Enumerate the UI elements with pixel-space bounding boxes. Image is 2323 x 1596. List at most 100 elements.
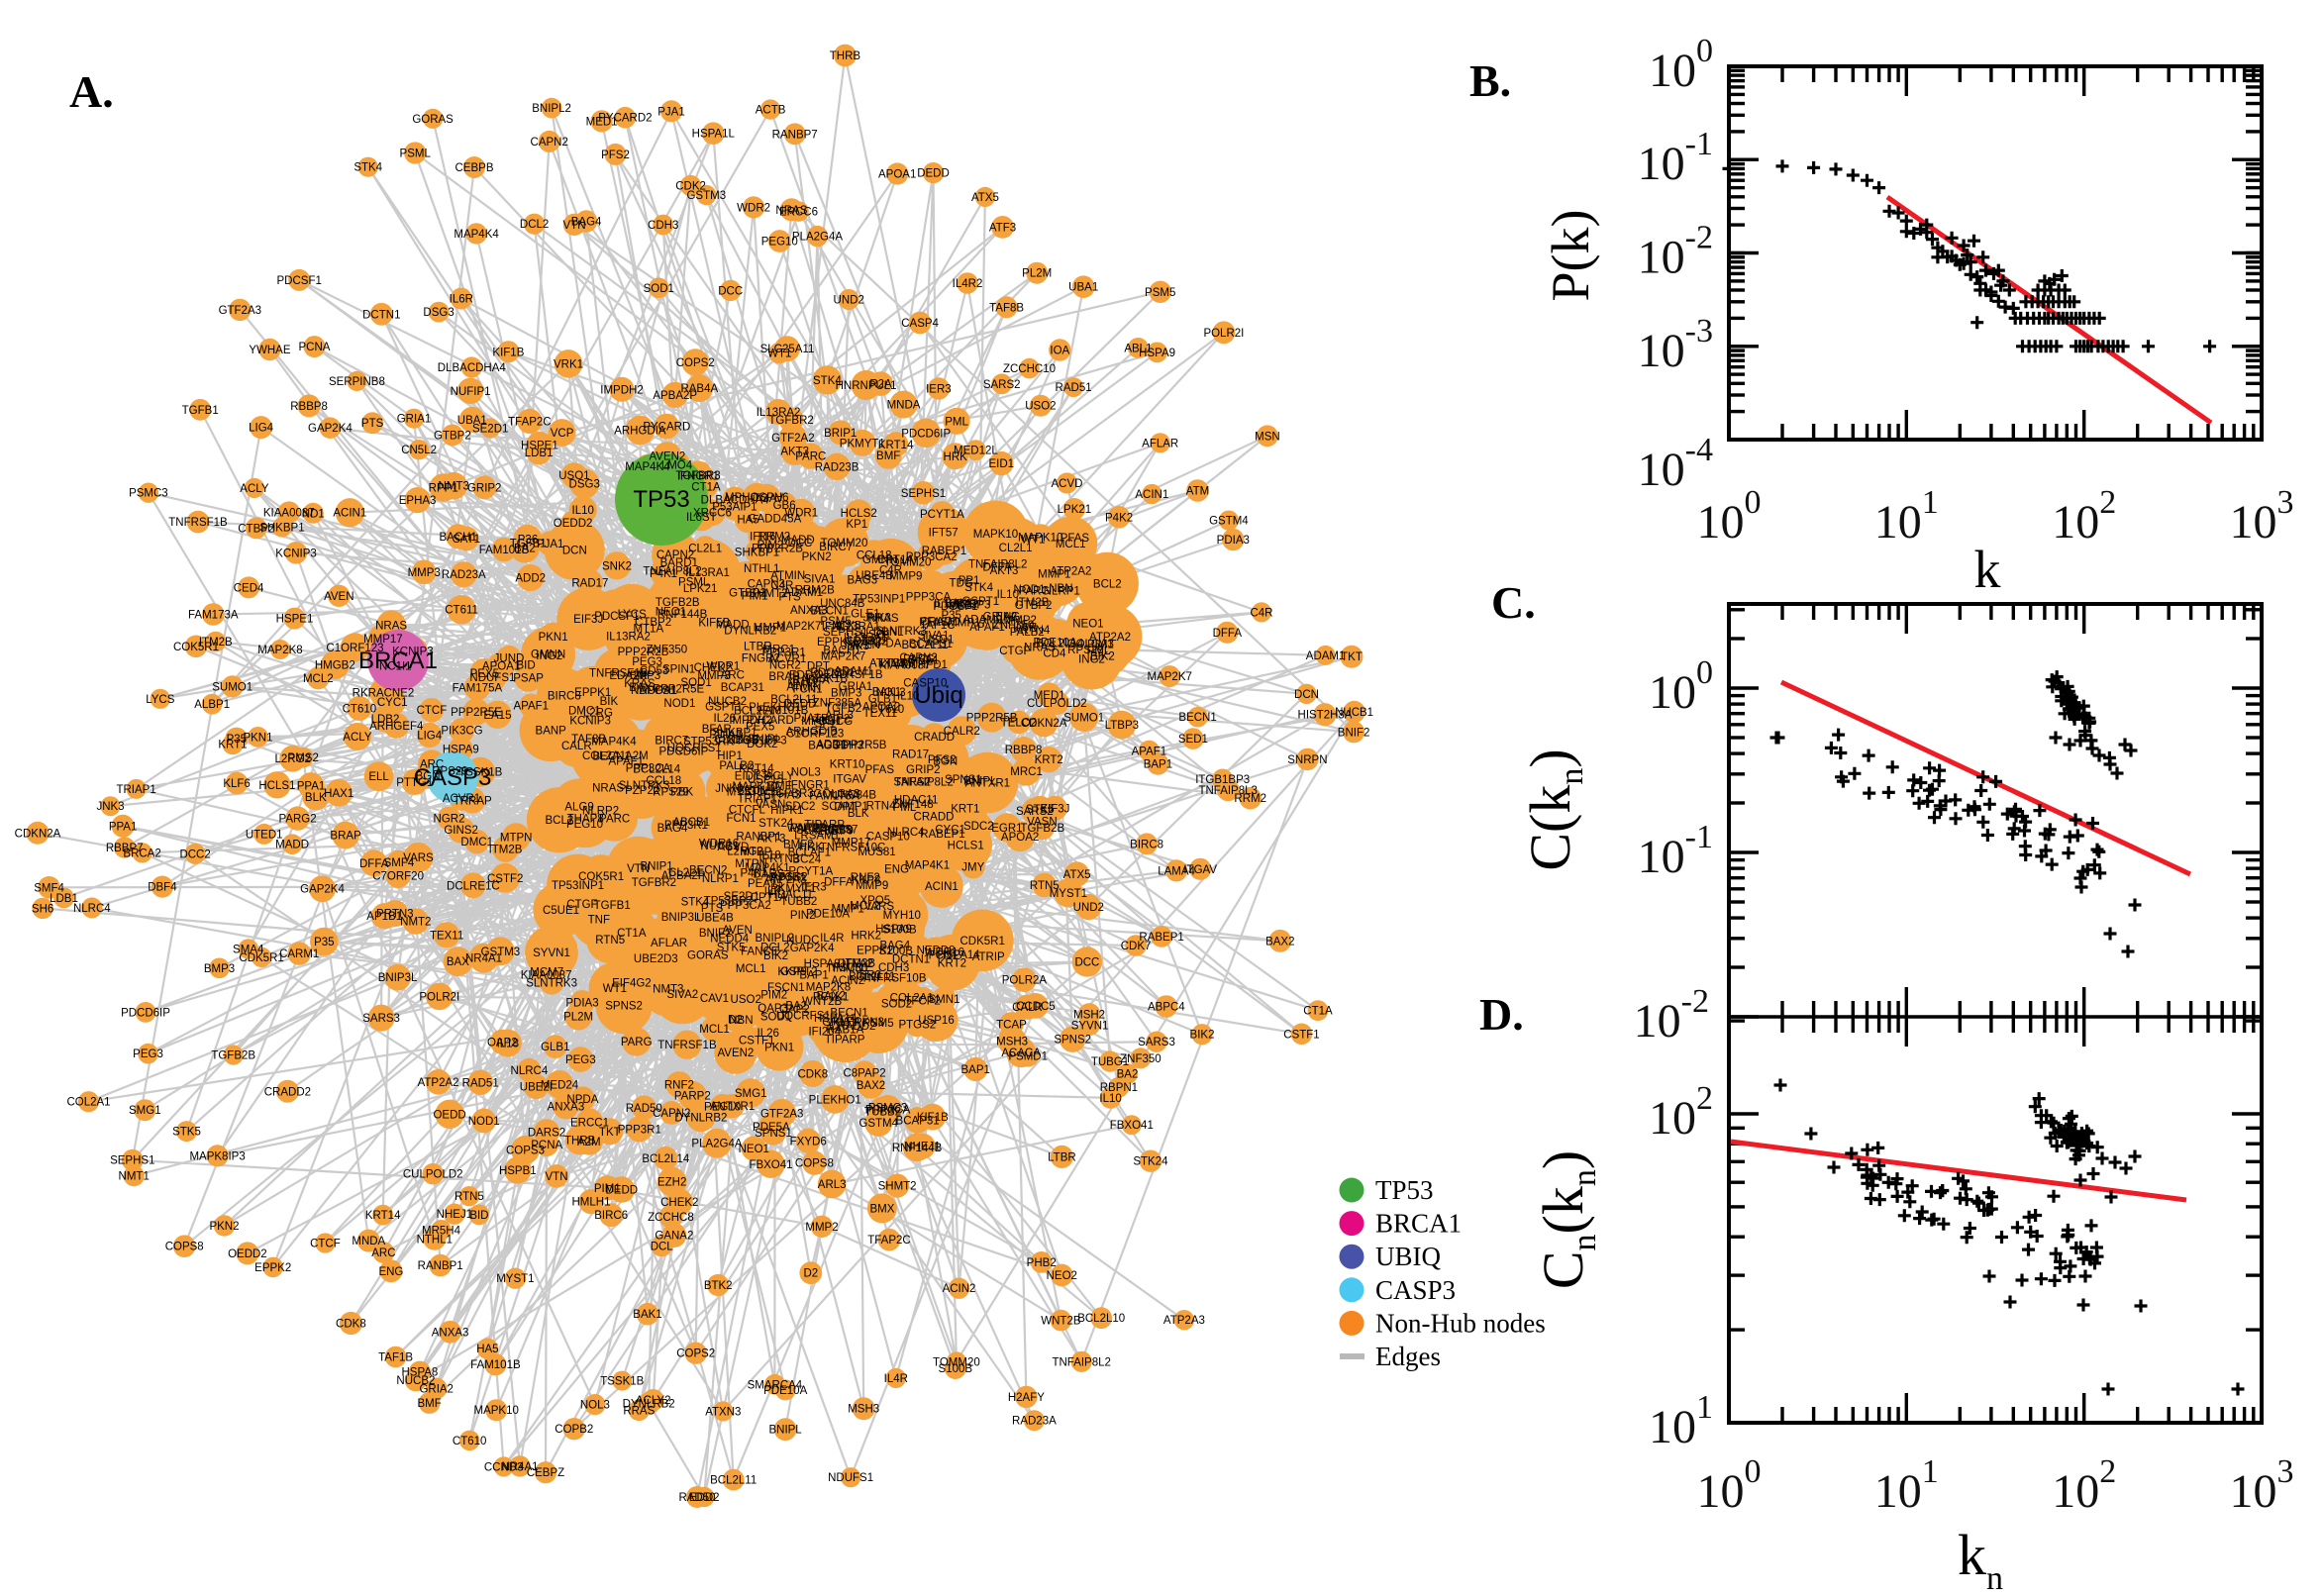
svg-text:PIK3CG: PIK3CG xyxy=(811,716,853,728)
svg-text:CDK5R1: CDK5R1 xyxy=(239,952,283,964)
svg-text:RTN5: RTN5 xyxy=(595,935,625,947)
svg-text:MADD: MADD xyxy=(275,840,309,851)
svg-text:APOA1: APOA1 xyxy=(878,169,916,181)
svg-text:CDC14B: CDC14B xyxy=(715,735,760,747)
svg-text:ARHGDIB: ARHGDIB xyxy=(786,726,839,738)
svg-text:PPA1: PPA1 xyxy=(297,780,326,792)
svg-text:PSML: PSML xyxy=(678,576,710,588)
svg-text:BCL2L11: BCL2L11 xyxy=(710,1475,757,1487)
svg-text:JNK3: JNK3 xyxy=(96,801,124,813)
svg-text:SDC2: SDC2 xyxy=(963,821,994,833)
svg-text:PARC: PARC xyxy=(599,814,630,826)
svg-text:LMO4: LMO4 xyxy=(661,459,693,471)
svg-text:CTBP2: CTBP2 xyxy=(635,617,671,629)
svg-text:RTN5: RTN5 xyxy=(1030,880,1060,892)
svg-text:CT1A: CT1A xyxy=(1303,1006,1333,1018)
svg-text:ATP2A2: ATP2A2 xyxy=(1089,632,1131,644)
svg-text:NEO1: NEO1 xyxy=(739,1144,769,1155)
svg-text:ARL3: ARL3 xyxy=(825,710,854,722)
svg-text:EPHA3: EPHA3 xyxy=(399,495,437,507)
svg-text:GRIP2: GRIP2 xyxy=(906,764,941,776)
svg-text:NOL3: NOL3 xyxy=(580,1400,610,1412)
svg-text:PKN2: PKN2 xyxy=(802,551,832,563)
svg-text:NHEJ1: NHEJ1 xyxy=(437,1209,472,1221)
svg-text:ZNF350: ZNF350 xyxy=(647,644,688,655)
svg-text:CTCF: CTCF xyxy=(417,705,448,717)
svg-text:PDE5A: PDE5A xyxy=(753,1122,790,1134)
svg-text:SOD1: SOD1 xyxy=(760,1011,791,1023)
svg-text:SARS3: SARS3 xyxy=(362,1013,400,1025)
svg-text:NMT2: NMT2 xyxy=(787,678,818,690)
svg-text:WNT2B: WNT2B xyxy=(1041,1316,1081,1328)
svg-text:PSM5: PSM5 xyxy=(1145,287,1175,299)
svg-text:SHMT2: SHMT2 xyxy=(878,1181,917,1193)
svg-text:MF1: MF1 xyxy=(949,600,971,612)
svg-text:ANXA3: ANXA3 xyxy=(432,1327,469,1339)
svg-text:JNK3: JNK3 xyxy=(715,783,743,795)
svg-text:PFAS: PFAS xyxy=(919,617,949,629)
svg-text:ADAM1: ADAM1 xyxy=(783,587,823,599)
svg-text:DPT: DPT xyxy=(834,802,857,814)
svg-text:PDIA3: PDIA3 xyxy=(565,998,598,1010)
svg-text:RAB4A: RAB4A xyxy=(792,674,830,686)
svg-text:BNIPL2: BNIPL2 xyxy=(532,103,571,115)
svg-text:MNDA: MNDA xyxy=(887,400,921,412)
svg-text:MADD: MADD xyxy=(716,620,750,632)
svg-text:RTN5: RTN5 xyxy=(454,1191,484,1203)
svg-text:ACVD: ACVD xyxy=(717,842,749,853)
svg-text:BNIPL: BNIPL xyxy=(768,1425,802,1437)
svg-text:PPP3CA2: PPP3CA2 xyxy=(720,900,771,912)
svg-text:SF1: SF1 xyxy=(815,718,836,730)
svg-text:SHKBP1: SHKBP1 xyxy=(735,547,779,558)
svg-text:TEX11: TEX11 xyxy=(430,930,463,942)
svg-text:PJA1: PJA1 xyxy=(537,539,564,550)
svg-text:BCL2L11: BCL2L11 xyxy=(770,694,817,706)
svg-text:POLR2I: POLR2I xyxy=(1203,328,1244,340)
svg-text:ENG: ENG xyxy=(884,864,909,876)
svg-text:MED1: MED1 xyxy=(1034,690,1065,702)
svg-text:TNFRSF1B: TNFRSF1B xyxy=(589,668,649,680)
svg-text:GB6: GB6 xyxy=(773,500,796,512)
svg-text:CD4: CD4 xyxy=(1043,648,1066,660)
svg-text:CDH3: CDH3 xyxy=(648,220,678,232)
svg-text:PPP3CA: PPP3CA xyxy=(626,762,671,774)
svg-text:SEPHS1: SEPHS1 xyxy=(823,627,867,639)
svg-text:HA5: HA5 xyxy=(476,1344,498,1355)
svg-text:GRIP2: GRIP2 xyxy=(467,482,502,494)
svg-text:OAP2: OAP2 xyxy=(487,1037,518,1048)
svg-text:BNIPL2: BNIPL2 xyxy=(755,933,794,945)
svg-text:PPP2R5E: PPP2R5E xyxy=(653,683,704,695)
svg-text:CAPN3: CAPN3 xyxy=(748,578,785,590)
svg-text:CULPOLD2: CULPOLD2 xyxy=(403,1169,463,1181)
svg-text:MMP9: MMP9 xyxy=(856,880,888,892)
svg-text:PDCSF1: PDCSF1 xyxy=(277,275,322,287)
svg-text:MAPK8IP3: MAPK8IP3 xyxy=(189,1150,245,1162)
svg-text:BCL2L11: BCL2L11 xyxy=(902,640,949,651)
svg-text:BCL2L14: BCL2L14 xyxy=(642,1153,690,1165)
svg-text:ATM: ATM xyxy=(1186,486,1209,498)
svg-text:GMNN: GMNN xyxy=(531,649,565,661)
svg-text:GSTM4: GSTM4 xyxy=(858,1118,898,1130)
svg-text:IFT57: IFT57 xyxy=(929,528,959,540)
svg-text:GTBP2: GTBP2 xyxy=(1015,600,1053,612)
svg-text:BGN: BGN xyxy=(933,756,958,768)
svg-text:KKP9: KKP9 xyxy=(777,966,806,978)
svg-text:PDCD6IP: PDCD6IP xyxy=(901,428,951,440)
svg-text:MMP2: MMP2 xyxy=(1004,615,1037,627)
svg-text:BA2: BA2 xyxy=(1117,1069,1139,1081)
svg-text:LTBP3: LTBP3 xyxy=(880,657,914,669)
svg-text:CYC1: CYC1 xyxy=(935,824,965,836)
svg-text:ATF3: ATF3 xyxy=(989,222,1016,234)
svg-text:ACVD: ACVD xyxy=(1052,478,1083,490)
svg-text:CAPN2: CAPN2 xyxy=(531,137,568,149)
svg-text:PL2M: PL2M xyxy=(563,1012,593,1024)
svg-text:PTS: PTS xyxy=(778,592,801,604)
svg-text:BMP3: BMP3 xyxy=(630,670,660,682)
svg-text:GSPT1: GSPT1 xyxy=(705,701,743,713)
svg-text:PKN1: PKN1 xyxy=(539,632,568,644)
svg-text:TRIAP1: TRIAP1 xyxy=(116,784,155,796)
svg-text:FBXO41: FBXO41 xyxy=(749,1159,792,1171)
svg-text:MSN: MSN xyxy=(1255,431,1280,443)
svg-text:UND2: UND2 xyxy=(834,295,864,307)
svg-text:TFAP2C: TFAP2C xyxy=(867,1235,910,1247)
